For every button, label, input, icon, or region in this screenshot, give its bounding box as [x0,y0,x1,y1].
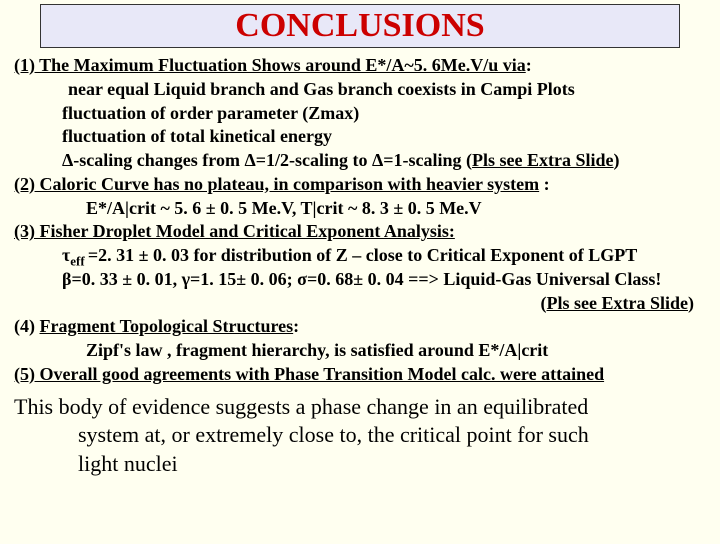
point-4-num: (4) [14,316,40,336]
point-1-line-3: fluctuation of total kinetical energy [14,125,708,149]
extra-slide-link-2: Pls see Extra Slide [547,293,689,313]
title-bar: CONCLUSIONS [40,4,680,48]
point-3-line-1: τeff =2. 31 ± 0. 03 for distribution of … [14,244,708,268]
point-1-line-2: fluctuation of order parameter (Zmax) [14,102,708,126]
point-1-line-4a: Δ-scaling changes from Δ=1/2-scaling to … [62,150,472,170]
point-3: (3) Fisher Droplet Model and Critical Ex… [14,220,708,315]
summary-line-2: system at, or extremely close to, the cr… [14,421,706,450]
point-1-line-4c: ) [614,150,620,170]
point-4: (4) Fragment Topological Structures: Zip… [14,315,708,363]
point-5-text: (5) Overall good agreements with Phase T… [14,364,604,384]
summary-line-3: light nuclei [14,450,706,479]
point-5: (5) Overall good agreements with Phase T… [14,363,708,387]
point-1: (1) The Maximum Fluctuation Shows around… [14,54,708,173]
point-1-line-1: near equal Liquid branch and Gas branch … [14,78,708,102]
point-3-head: (3) Fisher Droplet Model and Critical Ex… [14,221,455,241]
content-body: (1) The Maximum Fluctuation Shows around… [0,54,720,387]
point-3-line-2: β=0. 33 ± 0. 01, γ=1. 15± 0. 06; σ=0. 68… [14,268,708,292]
summary-line-1: This body of evidence suggests a phase c… [14,394,588,419]
point-2-line-1: E*/A|crit ~ 5. 6 ± 0. 5 Me.V, T|crit ~ 8… [14,197,708,221]
point-1-head: (1) The Maximum Fluctuation Shows around… [14,55,526,75]
point-1-line-4: Δ-scaling changes from Δ=1/2-scaling to … [14,149,708,173]
point-2-tail: : [539,174,550,194]
point-4-head: Fragment Topological Structures [40,316,294,336]
summary-paragraph: This body of evidence suggests a phase c… [0,387,720,479]
tau-sub: eff [70,254,88,269]
slide-title: CONCLUSIONS [235,7,484,44]
paren-close: ) [688,293,694,313]
point-4-line-1: Zipf's law , fragment hierarchy, is sati… [14,339,708,363]
point-3-line-3: (Pls see Extra Slide) [14,292,708,316]
point-2-head: (2) Caloric Curve has no plateau, in com… [14,174,539,194]
point-4-colon: : [293,316,299,336]
extra-slide-link-1: Pls see Extra Slide [472,150,614,170]
point-3-line-1b: =2. 31 ± 0. 03 for distribution of Z – c… [88,245,637,265]
point-2: (2) Caloric Curve has no plateau, in com… [14,173,708,221]
point-1-colon: : [526,55,532,75]
